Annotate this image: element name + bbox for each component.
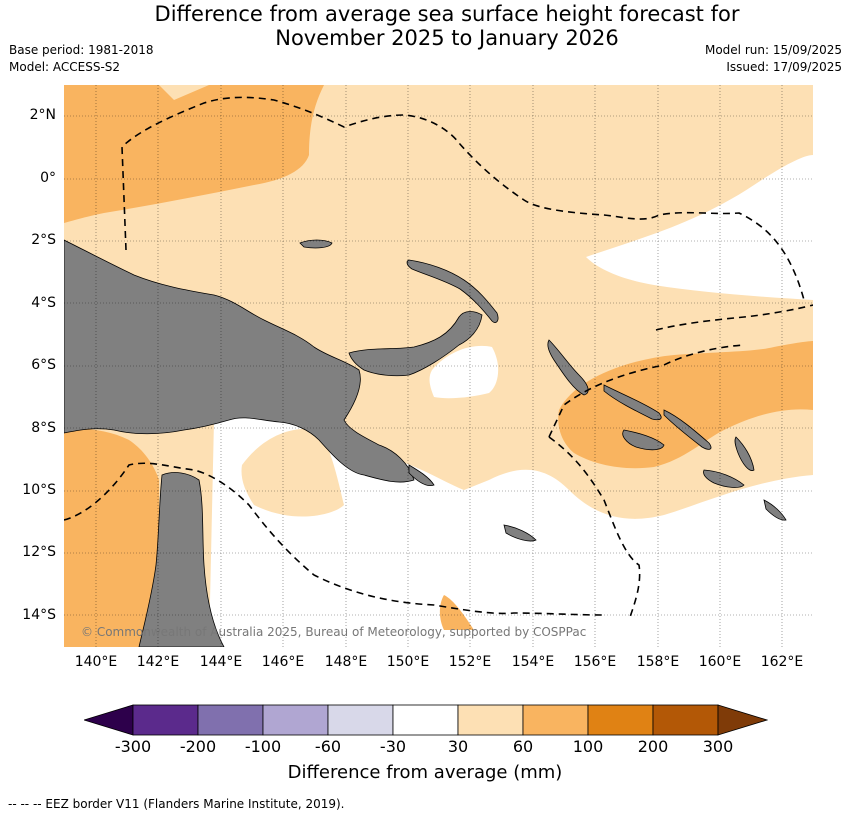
anomaly-neutral-region-east <box>586 155 813 300</box>
lon-label-160e: 160°E <box>698 654 742 670</box>
title-line-1: Difference from average sea surface heig… <box>154 2 740 26</box>
colorbar-tick-1: -300 <box>114 737 152 756</box>
lon-label-156e: 156°E <box>573 654 617 670</box>
forecast-map <box>64 85 813 647</box>
colorbar-swatch-3 <box>327 704 394 736</box>
colorbar-tick-7: 60 <box>512 737 534 756</box>
anomaly-60-100-region-cape <box>439 595 474 630</box>
run-info: Model run: 15/09/2025 Issued: 17/09/2025 <box>705 42 842 76</box>
lat-label-8s: 8°S <box>31 420 56 436</box>
lat-label-10s: 10°S <box>22 482 56 498</box>
colorbar-tick-9: 200 <box>637 737 669 756</box>
colorbar-tick-5: -30 <box>379 737 407 756</box>
anomaly-neutral-region-bismarck <box>429 345 499 399</box>
eez-borders <box>64 96 813 621</box>
colorbar <box>84 704 768 736</box>
lat-label-14s: 14°S <box>22 607 56 623</box>
copyright-notice: © Commonwealth of Australia 2025, Bureau… <box>81 625 587 639</box>
land-trobriand <box>408 464 435 487</box>
land-vanuatu-south <box>763 499 787 521</box>
land-louisiade <box>503 524 537 542</box>
model-name: Model: ACCESS-S2 <box>9 60 121 74</box>
lat-label-6s: 6°S <box>31 357 56 373</box>
colorbar-tick-3: -100 <box>244 737 282 756</box>
land-cape-york <box>138 472 225 647</box>
model-run: Model run: 15/09/2025 <box>704 43 842 57</box>
land-guadalcanal <box>622 429 665 451</box>
map-title: Difference from average sea surface heig… <box>0 2 850 50</box>
colorbar-tick-8: 100 <box>572 737 604 756</box>
anomaly-60-100-region-north <box>64 85 324 223</box>
colorbar-swatch-7 <box>587 704 654 736</box>
colorbar-tick-10: 300 <box>702 737 734 756</box>
colorbar-tick-4: -60 <box>314 737 342 756</box>
lat-label-2s: 2°S <box>31 232 56 248</box>
colorbar-swatch-6 <box>522 704 589 736</box>
colorbar-swatch-8 <box>652 704 719 736</box>
land-admiralty <box>299 239 333 249</box>
lon-label-144e: 144°E <box>199 654 243 670</box>
lon-label-150e: 150°E <box>386 654 430 670</box>
anomaly-neutral-region-gulf <box>241 428 344 517</box>
eez-border-png-east <box>548 344 745 621</box>
land-vanuatu <box>734 436 755 471</box>
land-new-guinea <box>64 239 415 483</box>
colorbar-swatch-5 <box>457 704 524 736</box>
colorbar-swatch-2 <box>262 704 329 736</box>
lon-label-152e: 152°E <box>448 654 492 670</box>
colorbar-swatch-4 <box>392 704 459 736</box>
land-new-ireland <box>406 259 499 323</box>
anomaly-60-100-region-west <box>64 428 159 647</box>
land-bougainville <box>547 339 589 396</box>
colorbar-over-arrow <box>717 704 768 736</box>
land-malaita <box>663 409 712 450</box>
land-santa-isabel <box>603 384 662 421</box>
lat-label-2n: 2°N <box>29 107 56 123</box>
lat-label-4s: 4°S <box>31 295 56 311</box>
land-new-britain <box>348 311 483 377</box>
lon-label-140e: 140°E <box>74 654 118 670</box>
lon-label-162e: 162°E <box>760 654 804 670</box>
colorbar-title: Difference from average (mm) <box>287 762 563 783</box>
anomaly-60-100-region-solomon <box>558 341 813 469</box>
colorbar-tick-6: 30 <box>447 737 469 756</box>
lon-label-142e: 142°E <box>136 654 180 670</box>
colorbar-under-arrow <box>84 704 134 736</box>
colorbar-swatch-1 <box>197 704 264 736</box>
lon-label-154e: 154°E <box>511 654 555 670</box>
title-line-2: November 2025 to January 2026 <box>275 26 619 50</box>
eez-legend-note: -- -- -- EEZ border V11 (Flanders Marine… <box>8 797 345 811</box>
lat-label-0: 0° <box>40 170 56 186</box>
graticule <box>64 85 813 647</box>
colorbar-swatch-0 <box>132 704 199 736</box>
lat-label-12s: 12°S <box>22 544 56 560</box>
eez-border-solomon <box>655 304 813 331</box>
land-makira <box>703 469 745 488</box>
issued-date: Issued: 17/09/2025 <box>726 60 842 74</box>
base-info: Base period: 1981-2018 Model: ACCESS-S2 <box>9 42 154 76</box>
base-period: Base period: 1981-2018 <box>9 43 154 57</box>
lon-label-146e: 146°E <box>261 654 305 670</box>
lon-label-148e: 148°E <box>324 654 368 670</box>
lon-label-158e: 158°E <box>636 654 680 670</box>
colorbar-tick-2: -200 <box>179 737 217 756</box>
